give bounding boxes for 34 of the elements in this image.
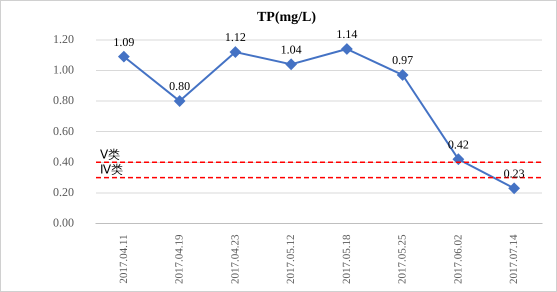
y-tick-label: 0.80 [53,93,74,108]
y-tick-label: 1.20 [53,32,74,46]
text: 0.80 [169,79,190,94]
point [397,70,408,81]
text: 1.09 [113,34,134,49]
x-tick-label: 2017.05.12 [285,234,298,284]
point [508,182,520,194]
text: 1.12 [224,30,246,44]
point [230,46,241,58]
y-tick-label: 0.60 [53,124,74,138]
point [174,96,186,107]
x-tick-label: 2017.04.11 [118,234,130,284]
y-tick-label: 1.00 [53,62,74,77]
x-tick-label: 2017.06.02 [452,234,464,284]
point [118,51,130,62]
x-tick-label: 2017.07.14 [508,234,520,284]
text: 1.14 [336,27,358,42]
x-tick-label: 2017.04.19 [174,234,186,284]
point [341,43,352,54]
ref-line-label: Ⅳ类 [100,162,123,177]
text: 0.42 [448,137,469,152]
text: 1.04 [280,42,302,56]
ref-line-label: Ⅴ类 [100,147,120,162]
point [452,154,464,165]
point [286,58,297,70]
text: 0.97 [392,53,414,68]
y-tick-label: 0.00 [53,216,74,230]
x-tick-label: 2017.05.25 [396,234,409,284]
text: 0.23 [504,166,525,180]
x-tick-label: 2017.04.23 [229,234,242,284]
chart-title: TP(mg/L) [256,10,316,26]
x-tick-label: 2017.05.18 [340,234,353,284]
y-tick-label: 0.40 [53,154,74,168]
y-tick-label: 0.20 [53,185,74,200]
